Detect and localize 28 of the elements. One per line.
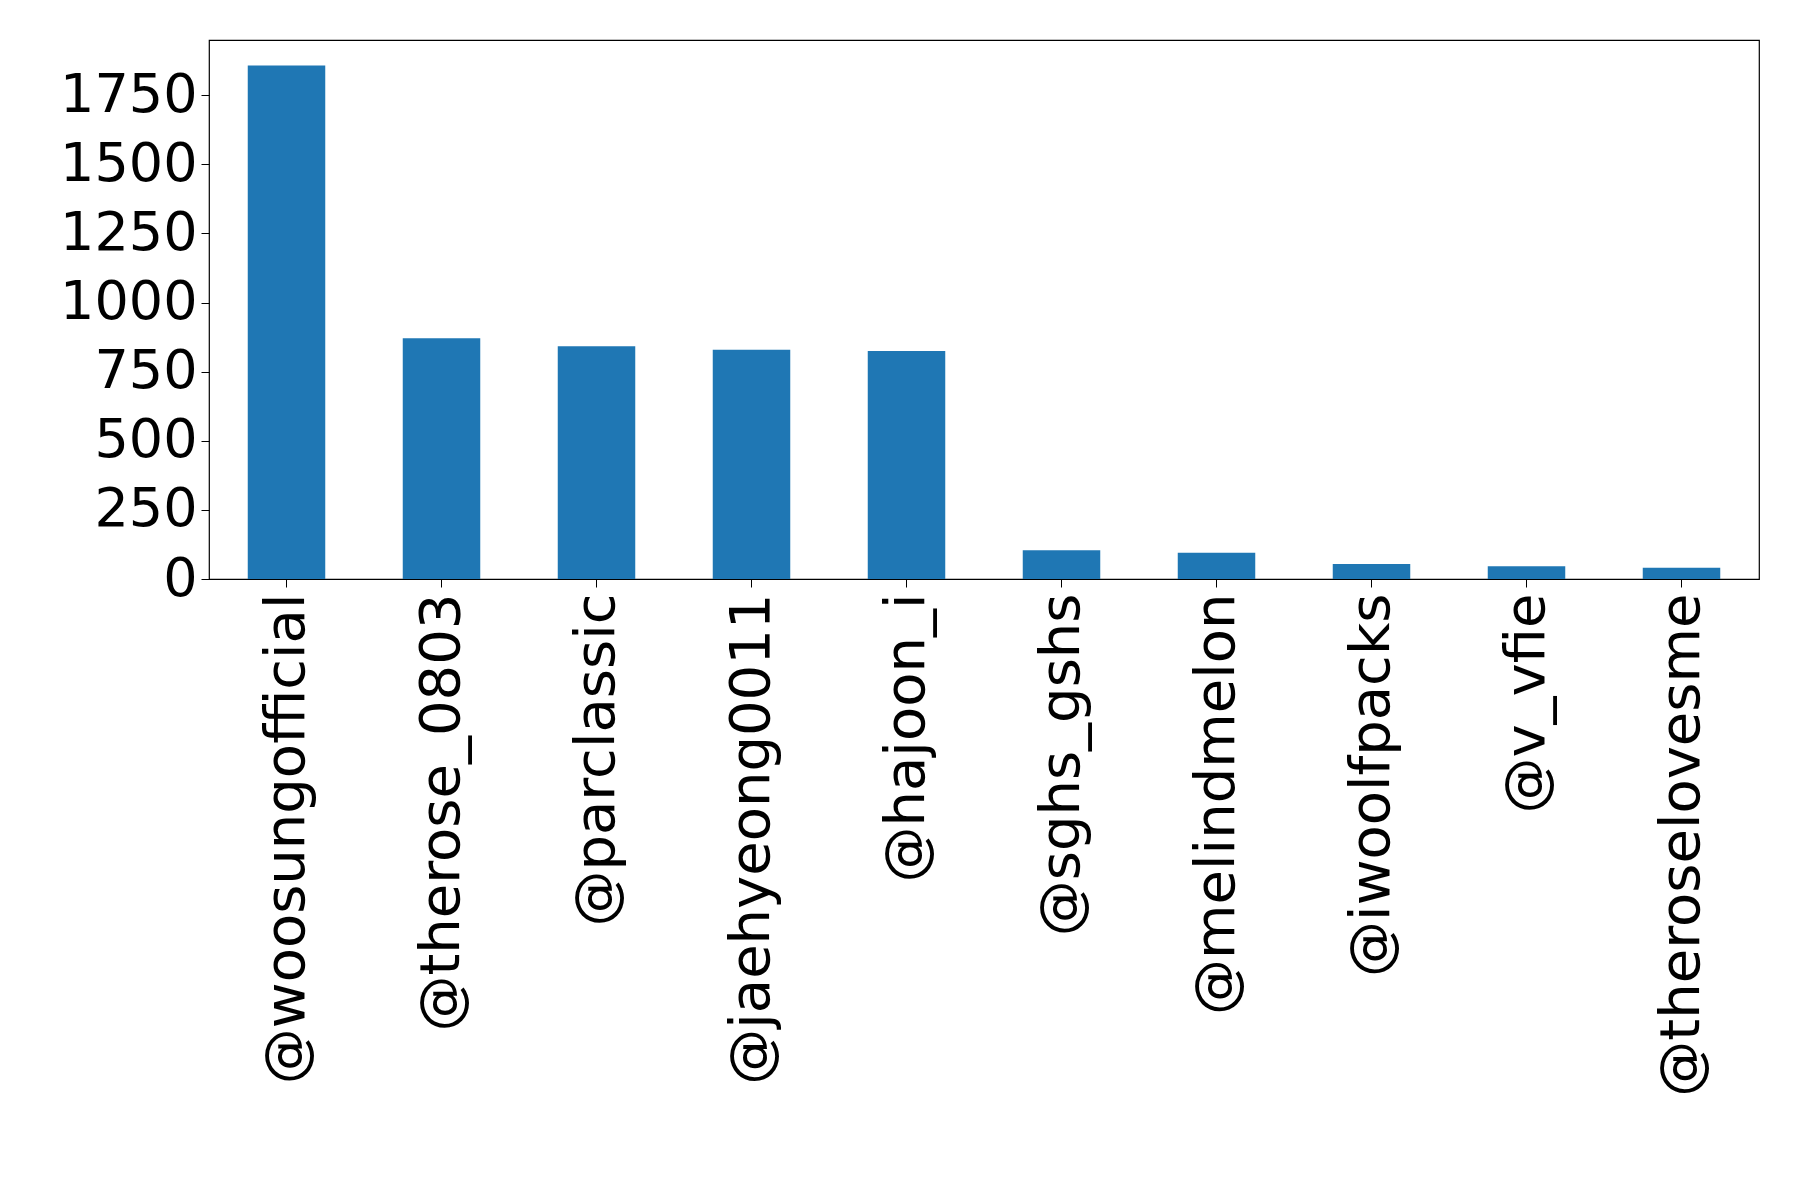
bar <box>1177 552 1256 579</box>
x-tick-label: @therose_0803 <box>406 593 472 1032</box>
bar <box>402 338 481 579</box>
bar <box>1487 566 1566 579</box>
x-tick-label: @sghs_gshs <box>1026 593 1092 937</box>
bar <box>247 65 326 579</box>
y-tick-label: 1000 <box>60 269 198 333</box>
bar <box>1642 567 1721 579</box>
y-tick-label: 250 <box>94 476 198 540</box>
y-tick-label: 1750 <box>60 61 198 125</box>
x-tick-label: @theroselovesme <box>1646 593 1712 1097</box>
bar <box>712 349 791 579</box>
bar <box>557 346 636 579</box>
y-tick-label: 500 <box>94 407 198 471</box>
x-tick-label: @parclassic <box>561 593 627 927</box>
x-tick-label: @woosungofficial <box>251 593 317 1085</box>
x-tick-label: @hajoon_i <box>871 593 937 883</box>
x-tick-label: @iwoolfpacks <box>1336 593 1402 977</box>
x-tick-label: @v_vfie <box>1491 593 1557 814</box>
bar <box>1022 550 1101 579</box>
bar <box>1332 564 1411 579</box>
y-tick-label: 750 <box>94 338 198 402</box>
y-tick-label: 1250 <box>60 199 198 263</box>
x-tick-label: @melindmelon <box>1181 593 1247 1015</box>
y-tick-label: 1500 <box>60 130 198 194</box>
y-tick-label: 0 <box>163 545 198 609</box>
bar <box>867 350 946 579</box>
x-tick-label: @jaehyeong0011 <box>716 593 782 1085</box>
